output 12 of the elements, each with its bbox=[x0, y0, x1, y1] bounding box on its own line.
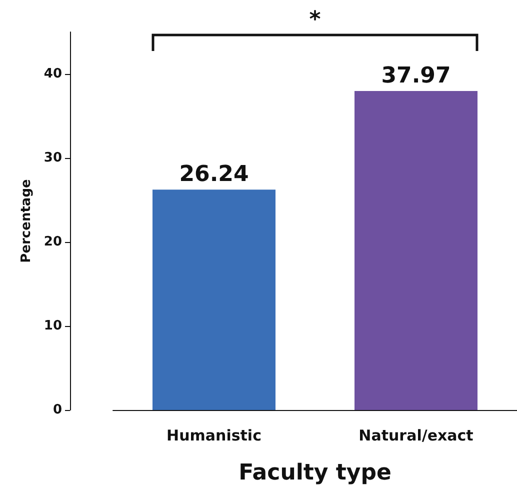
data-label: 26.24 bbox=[179, 162, 249, 188]
y-axis-title: Percentage bbox=[19, 179, 34, 263]
y-tick-label: 20 bbox=[44, 234, 62, 250]
y-tick-label: 0 bbox=[52, 402, 62, 418]
x-axis-title: Faculty type bbox=[238, 460, 392, 486]
annotation: * bbox=[309, 8, 322, 32]
data-label: 37.97 bbox=[381, 64, 451, 89]
x-tick-label: Natural/exact bbox=[358, 426, 474, 444]
y-tick-label: 40 bbox=[44, 66, 62, 82]
y-tick-label: 30 bbox=[44, 150, 62, 166]
y-tick-label: 10 bbox=[44, 318, 62, 334]
x-tick-label: Humanistic bbox=[166, 426, 262, 444]
